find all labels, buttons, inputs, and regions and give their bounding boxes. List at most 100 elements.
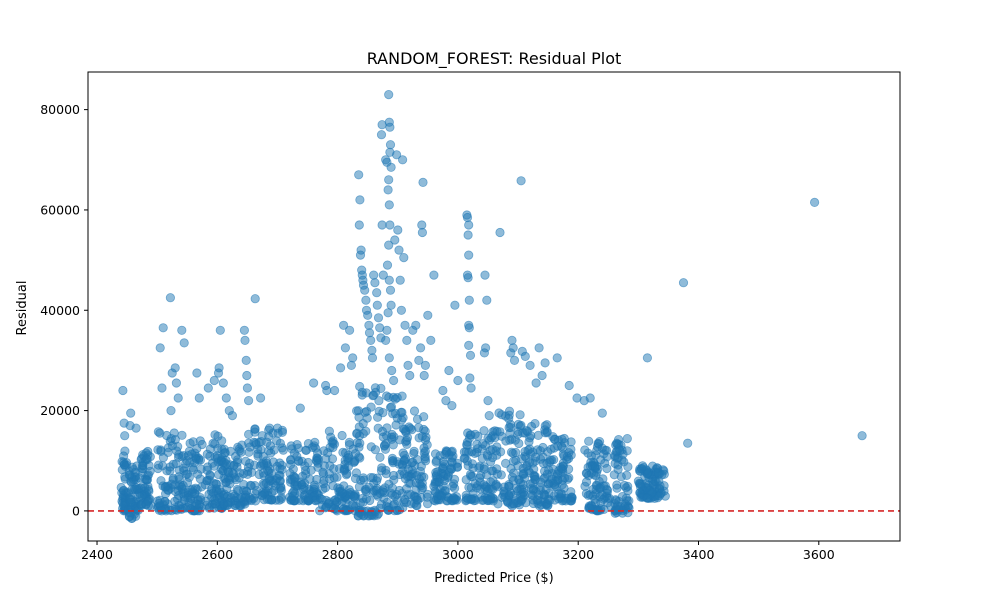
data-point [501,436,511,446]
data-point [274,495,284,505]
data-point [233,455,243,465]
data-point [352,438,362,448]
data-point [323,448,333,458]
data-point [126,497,136,508]
data-point [355,250,366,260]
data-point [642,353,653,363]
data-point [584,436,594,446]
data-point [126,508,136,518]
data-point [258,468,268,478]
data-point [459,453,469,463]
data-point [177,430,187,440]
data-point [182,469,192,479]
data-point [201,496,211,506]
data-point [288,495,299,506]
data-point [386,300,396,310]
data-point [221,459,231,469]
data-point [192,368,202,378]
data-point [355,498,365,508]
data-point [400,320,410,330]
data-point [262,437,272,447]
data-point [375,452,385,462]
data-point [564,380,574,391]
data-point [184,446,194,456]
data-point [453,375,463,386]
data-point [622,433,632,444]
data-point [465,350,476,360]
y-tick-label: 60000 [40,202,80,217]
data-point [242,370,252,381]
data-point [357,390,367,400]
data-point [340,343,350,353]
y-axis-label: Residual [15,281,30,336]
data-point [127,462,137,472]
plot-area-frame [87,71,901,542]
data-point [554,489,564,499]
data-point [654,491,665,501]
data-point [135,492,145,502]
data-point [384,90,394,100]
data-point [376,383,386,393]
data-point [523,466,534,476]
data-point [225,479,235,489]
data-point [156,476,166,486]
data-point [348,353,358,363]
data-point [355,195,365,205]
data-point [396,305,406,315]
data-point [612,483,622,493]
data-point [239,325,249,335]
data-point [449,483,460,493]
data-point [249,493,259,503]
data-point [496,470,506,480]
data-point [234,473,244,483]
data-point [387,365,397,376]
data-point [370,278,380,288]
data-point [194,393,204,403]
data-point [214,363,224,373]
data-point [215,325,225,335]
data-point [374,396,384,406]
data-point [604,493,615,503]
data-point [545,457,555,467]
data-point [553,441,563,451]
data-point [597,408,607,418]
data-point [464,340,474,350]
data-point [857,431,867,441]
data-point [366,442,376,452]
data-point [397,415,407,425]
data-point [156,446,166,456]
data-point [465,373,475,383]
data-point [519,490,530,500]
data-point [271,436,282,446]
data-point [388,392,398,402]
data-point [492,442,502,452]
data-point [329,464,339,474]
data-point [534,343,544,353]
data-point [382,260,393,270]
data-point [224,467,234,478]
data-point [377,220,387,230]
data-point [359,475,369,485]
data-point [525,360,535,370]
data-point [303,457,313,468]
data-point [373,313,384,323]
data-point [635,482,646,492]
data-point [538,442,548,453]
data-point [344,325,355,335]
data-point [364,328,375,338]
data-point [411,320,421,330]
data-point [449,493,459,503]
data-point [286,441,296,451]
data-point [606,501,616,511]
data-point [809,197,820,207]
data-point [530,474,541,484]
data-point [220,448,230,458]
data-point [293,455,304,466]
data-point [177,325,187,335]
data-point [142,475,152,485]
data-point [390,235,400,245]
data-point [242,469,253,479]
data-point [378,407,388,418]
data-point [552,353,562,363]
data-point [405,370,415,381]
